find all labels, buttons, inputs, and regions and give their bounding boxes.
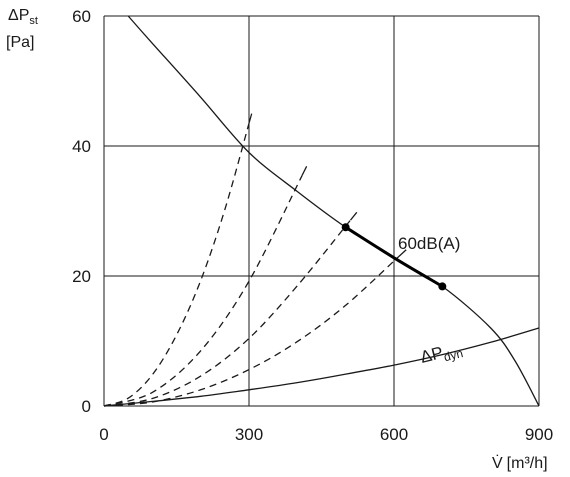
dyn-pressure-label: ΔPdyn (418, 338, 464, 370)
x-tick-label-2: 600 (380, 425, 408, 444)
y-axis-unit: [Pa] (6, 34, 34, 51)
dyn-pressure-symbol: ΔP (418, 343, 445, 367)
curves (103, 15, 540, 407)
y-axis-label: ΔPst (8, 7, 38, 27)
dyn-pressure-subscript: dyn (442, 346, 464, 364)
highlight-endpoint-0 (341, 223, 350, 232)
series-line-2 (103, 123, 250, 407)
y-tick-label-3: 60 (72, 7, 91, 26)
x-tick-label-3: 900 (525, 425, 553, 444)
highlight-endpoint-1 (438, 282, 447, 291)
highlight-segment (341, 223, 447, 291)
series-end-tick-5 (398, 249, 407, 257)
series-end-tick-2 (248, 113, 253, 124)
x-tick-label-1: 300 (235, 425, 263, 444)
tick-labels: 0 300 600 900 0 20 40 60 (72, 7, 553, 444)
x-tick-label-0: 0 (99, 425, 108, 444)
y-tick-label-1: 20 (72, 267, 91, 286)
series-end-tick-4 (349, 211, 358, 221)
series-line-3 (103, 175, 303, 407)
y-axis-subscript: st (29, 15, 38, 27)
highlight-line (344, 226, 444, 288)
y-tick-label-0: 0 (82, 397, 91, 416)
series-line-4 (103, 219, 352, 407)
noise-level-label: 60dB(A) (398, 234, 460, 253)
x-axis-label: V̇ [m³/h] (492, 454, 548, 472)
series-line-1 (103, 327, 540, 407)
y-axis-symbol: ΔP (8, 7, 29, 24)
series-end-tick-3 (301, 166, 308, 176)
series-line-5 (103, 256, 400, 407)
x-axis-symbol: V̇ (492, 454, 503, 472)
x-axis-unit: [m³/h] (507, 455, 548, 472)
grid (103, 15, 540, 407)
y-tick-label-2: 40 (72, 137, 91, 156)
